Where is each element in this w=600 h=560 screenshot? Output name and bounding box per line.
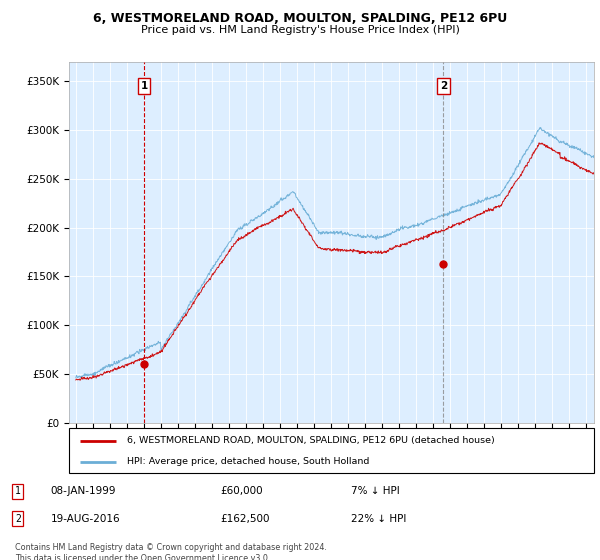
Text: HPI: Average price, detached house, South Holland: HPI: Average price, detached house, Sout… xyxy=(127,458,369,466)
Text: 7% ↓ HPI: 7% ↓ HPI xyxy=(350,486,399,496)
Text: Contains HM Land Registry data © Crown copyright and database right 2024.
This d: Contains HM Land Registry data © Crown c… xyxy=(15,543,327,560)
Text: 6, WESTMORELAND ROAD, MOULTON, SPALDING, PE12 6PU (detached house): 6, WESTMORELAND ROAD, MOULTON, SPALDING,… xyxy=(127,436,494,445)
Text: 19-AUG-2016: 19-AUG-2016 xyxy=(50,514,120,524)
Text: Price paid vs. HM Land Registry's House Price Index (HPI): Price paid vs. HM Land Registry's House … xyxy=(140,25,460,35)
Text: 08-JAN-1999: 08-JAN-1999 xyxy=(50,486,116,496)
Text: £162,500: £162,500 xyxy=(220,514,269,524)
FancyBboxPatch shape xyxy=(69,428,594,473)
Text: 2: 2 xyxy=(15,514,21,524)
Text: 2: 2 xyxy=(440,81,447,91)
Text: 1: 1 xyxy=(15,486,21,496)
Text: 6, WESTMORELAND ROAD, MOULTON, SPALDING, PE12 6PU: 6, WESTMORELAND ROAD, MOULTON, SPALDING,… xyxy=(93,12,507,25)
Text: 22% ↓ HPI: 22% ↓ HPI xyxy=(350,514,406,524)
Text: £60,000: £60,000 xyxy=(220,486,262,496)
Text: 1: 1 xyxy=(140,81,148,91)
